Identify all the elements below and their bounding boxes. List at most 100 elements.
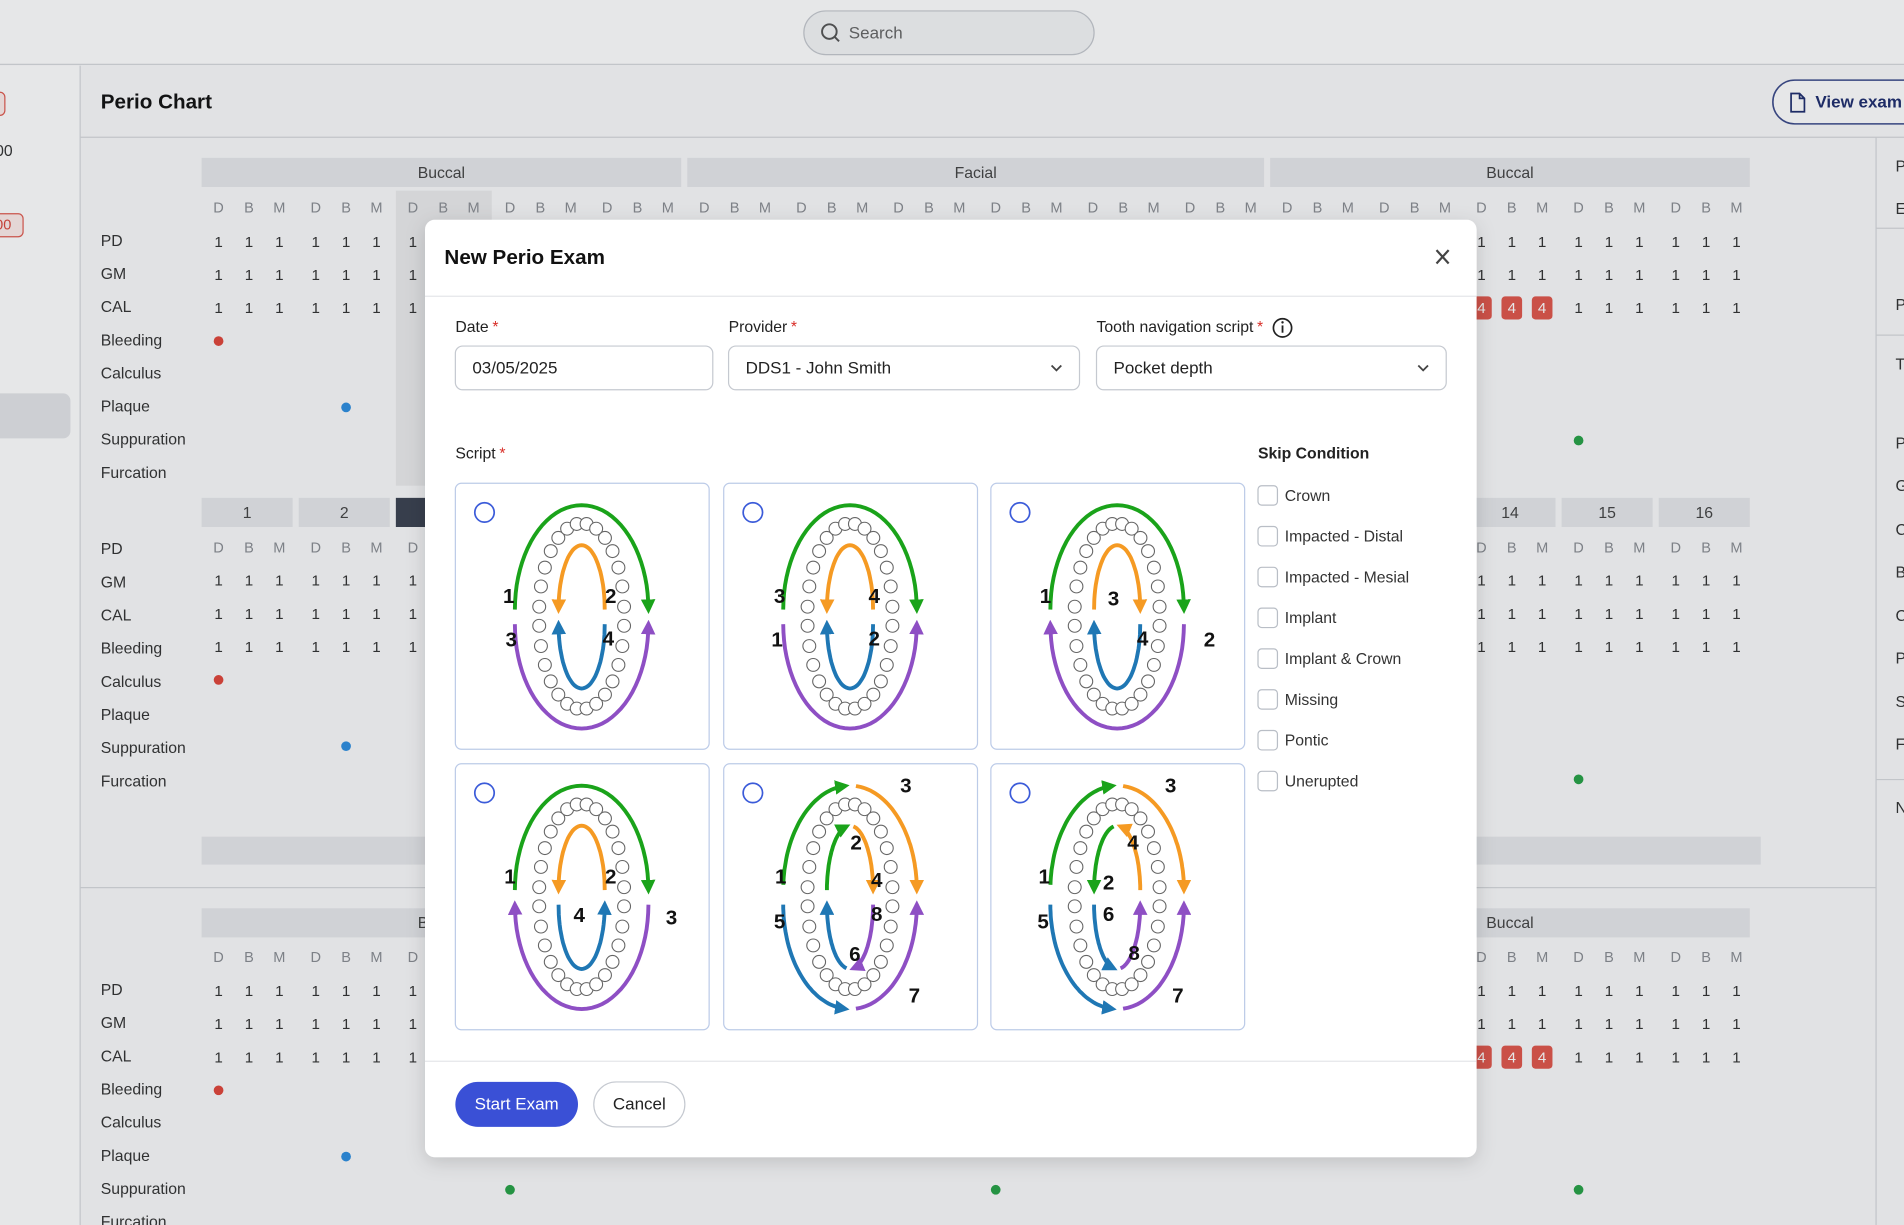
- nav-arrow: [551, 823, 607, 895]
- tooth: [537, 841, 552, 856]
- step-number: 4: [871, 869, 883, 892]
- step-number: 6: [849, 943, 860, 966]
- tooth-header[interactable]: [1561, 497, 1653, 528]
- radio[interactable]: [473, 501, 496, 523]
- tooth: [1124, 977, 1139, 992]
- value: 1: [1574, 1016, 1582, 1033]
- checkbox-label: Implant: [1285, 610, 1337, 627]
- site-letter: M: [759, 201, 771, 217]
- script-card[interactable]: [454, 763, 710, 1031]
- checkbox-label: Pontic: [1285, 733, 1329, 750]
- checkbox[interactable]: [1257, 485, 1279, 506]
- site-letter: M: [273, 541, 285, 557]
- site-letter: B: [633, 201, 643, 217]
- value: 1: [311, 606, 319, 623]
- radio[interactable]: [473, 782, 496, 804]
- info-icon[interactable]: [1272, 317, 1293, 338]
- checkbox[interactable]: [1257, 689, 1279, 710]
- site-letter: B: [1507, 201, 1517, 217]
- radio[interactable]: [1009, 782, 1031, 804]
- checkbox[interactable]: [1257, 648, 1279, 669]
- tooth: [866, 687, 881, 702]
- row-label: Furcation: [101, 1214, 167, 1225]
- script-card[interactable]: [990, 763, 1246, 1031]
- select[interactable]: [1095, 345, 1447, 391]
- site-letter: M: [1148, 201, 1160, 217]
- value: 1: [1635, 1049, 1643, 1066]
- value: 1: [372, 267, 380, 284]
- tooth: [866, 530, 881, 545]
- script-card[interactable]: [723, 763, 979, 1031]
- tooth-header[interactable]: [1658, 497, 1750, 528]
- radio[interactable]: [742, 501, 764, 523]
- value: 1: [214, 267, 222, 284]
- checkbox[interactable]: [1257, 525, 1279, 547]
- checkbox[interactable]: [1257, 607, 1279, 629]
- start-exam-button[interactable]: [455, 1081, 579, 1127]
- value: 1: [342, 983, 350, 1000]
- value: 1: [1702, 639, 1710, 656]
- script-card[interactable]: [723, 482, 979, 750]
- page-title: Perio Chart: [101, 91, 212, 114]
- tooth-header[interactable]: [298, 497, 390, 528]
- radio[interactable]: [742, 782, 764, 804]
- site-letter: B: [1701, 541, 1711, 557]
- site-letter: B: [1701, 201, 1711, 217]
- input[interactable]: [454, 345, 714, 391]
- tooth: [873, 954, 888, 969]
- panel-label: P: [1896, 159, 1904, 176]
- nav-arrow: [1119, 900, 1148, 971]
- tooth: [1150, 579, 1165, 594]
- doc-icon: [1790, 92, 1806, 113]
- site-letter: D: [699, 201, 710, 217]
- tooth: [812, 954, 827, 969]
- checkbox[interactable]: [1257, 770, 1279, 792]
- site-letter: B: [1604, 541, 1614, 557]
- value: 1: [342, 639, 350, 656]
- tooth: [1067, 880, 1082, 895]
- search-placeholder: Search: [849, 23, 903, 42]
- select[interactable]: [727, 345, 1081, 391]
- nav-arrow: [1048, 780, 1117, 885]
- value: 1: [409, 573, 417, 590]
- checkbox[interactable]: [1257, 729, 1279, 751]
- value: 1: [409, 267, 417, 284]
- view-exam-button[interactable]: [1772, 79, 1904, 125]
- nav-arrow: [1122, 784, 1192, 895]
- tooth: [617, 880, 632, 895]
- sidebar-text: 00: [0, 218, 11, 234]
- value: 1: [1732, 639, 1740, 656]
- script-card[interactable]: [990, 482, 1246, 750]
- value-badge: [1501, 1045, 1523, 1069]
- script-card[interactable]: [454, 482, 710, 750]
- panel-label: T: [1896, 357, 1904, 374]
- tooth: [1073, 841, 1088, 856]
- step-number: 3: [666, 907, 677, 930]
- site-letter: D: [213, 201, 224, 217]
- value: 1: [1732, 300, 1740, 317]
- tooth: [597, 530, 612, 545]
- value: 1: [1508, 639, 1516, 656]
- value: 1: [1508, 573, 1516, 590]
- site-letter: M: [1730, 950, 1742, 966]
- site-letter: B: [341, 201, 351, 217]
- cancel-button[interactable]: [593, 1081, 686, 1128]
- nav-arrow: [852, 824, 881, 895]
- site-letter: B: [1313, 201, 1323, 217]
- checkbox[interactable]: [1257, 566, 1279, 588]
- value: 1: [275, 300, 283, 317]
- close-button[interactable]: [1435, 249, 1450, 265]
- tooth: [1086, 811, 1101, 826]
- value: 1: [245, 983, 253, 1000]
- radio[interactable]: [1009, 501, 1031, 523]
- tooth: [543, 824, 558, 839]
- value: 1: [1508, 267, 1516, 284]
- tooth: [1069, 579, 1084, 594]
- tooth: [1086, 530, 1101, 545]
- button-label: Start Exam: [475, 1094, 559, 1113]
- value: 1: [1702, 234, 1710, 251]
- search-box[interactable]: [803, 10, 1095, 56]
- tooth-header[interactable]: [1464, 497, 1556, 528]
- tooth-header[interactable]: [201, 497, 293, 528]
- value: 1: [1605, 267, 1613, 284]
